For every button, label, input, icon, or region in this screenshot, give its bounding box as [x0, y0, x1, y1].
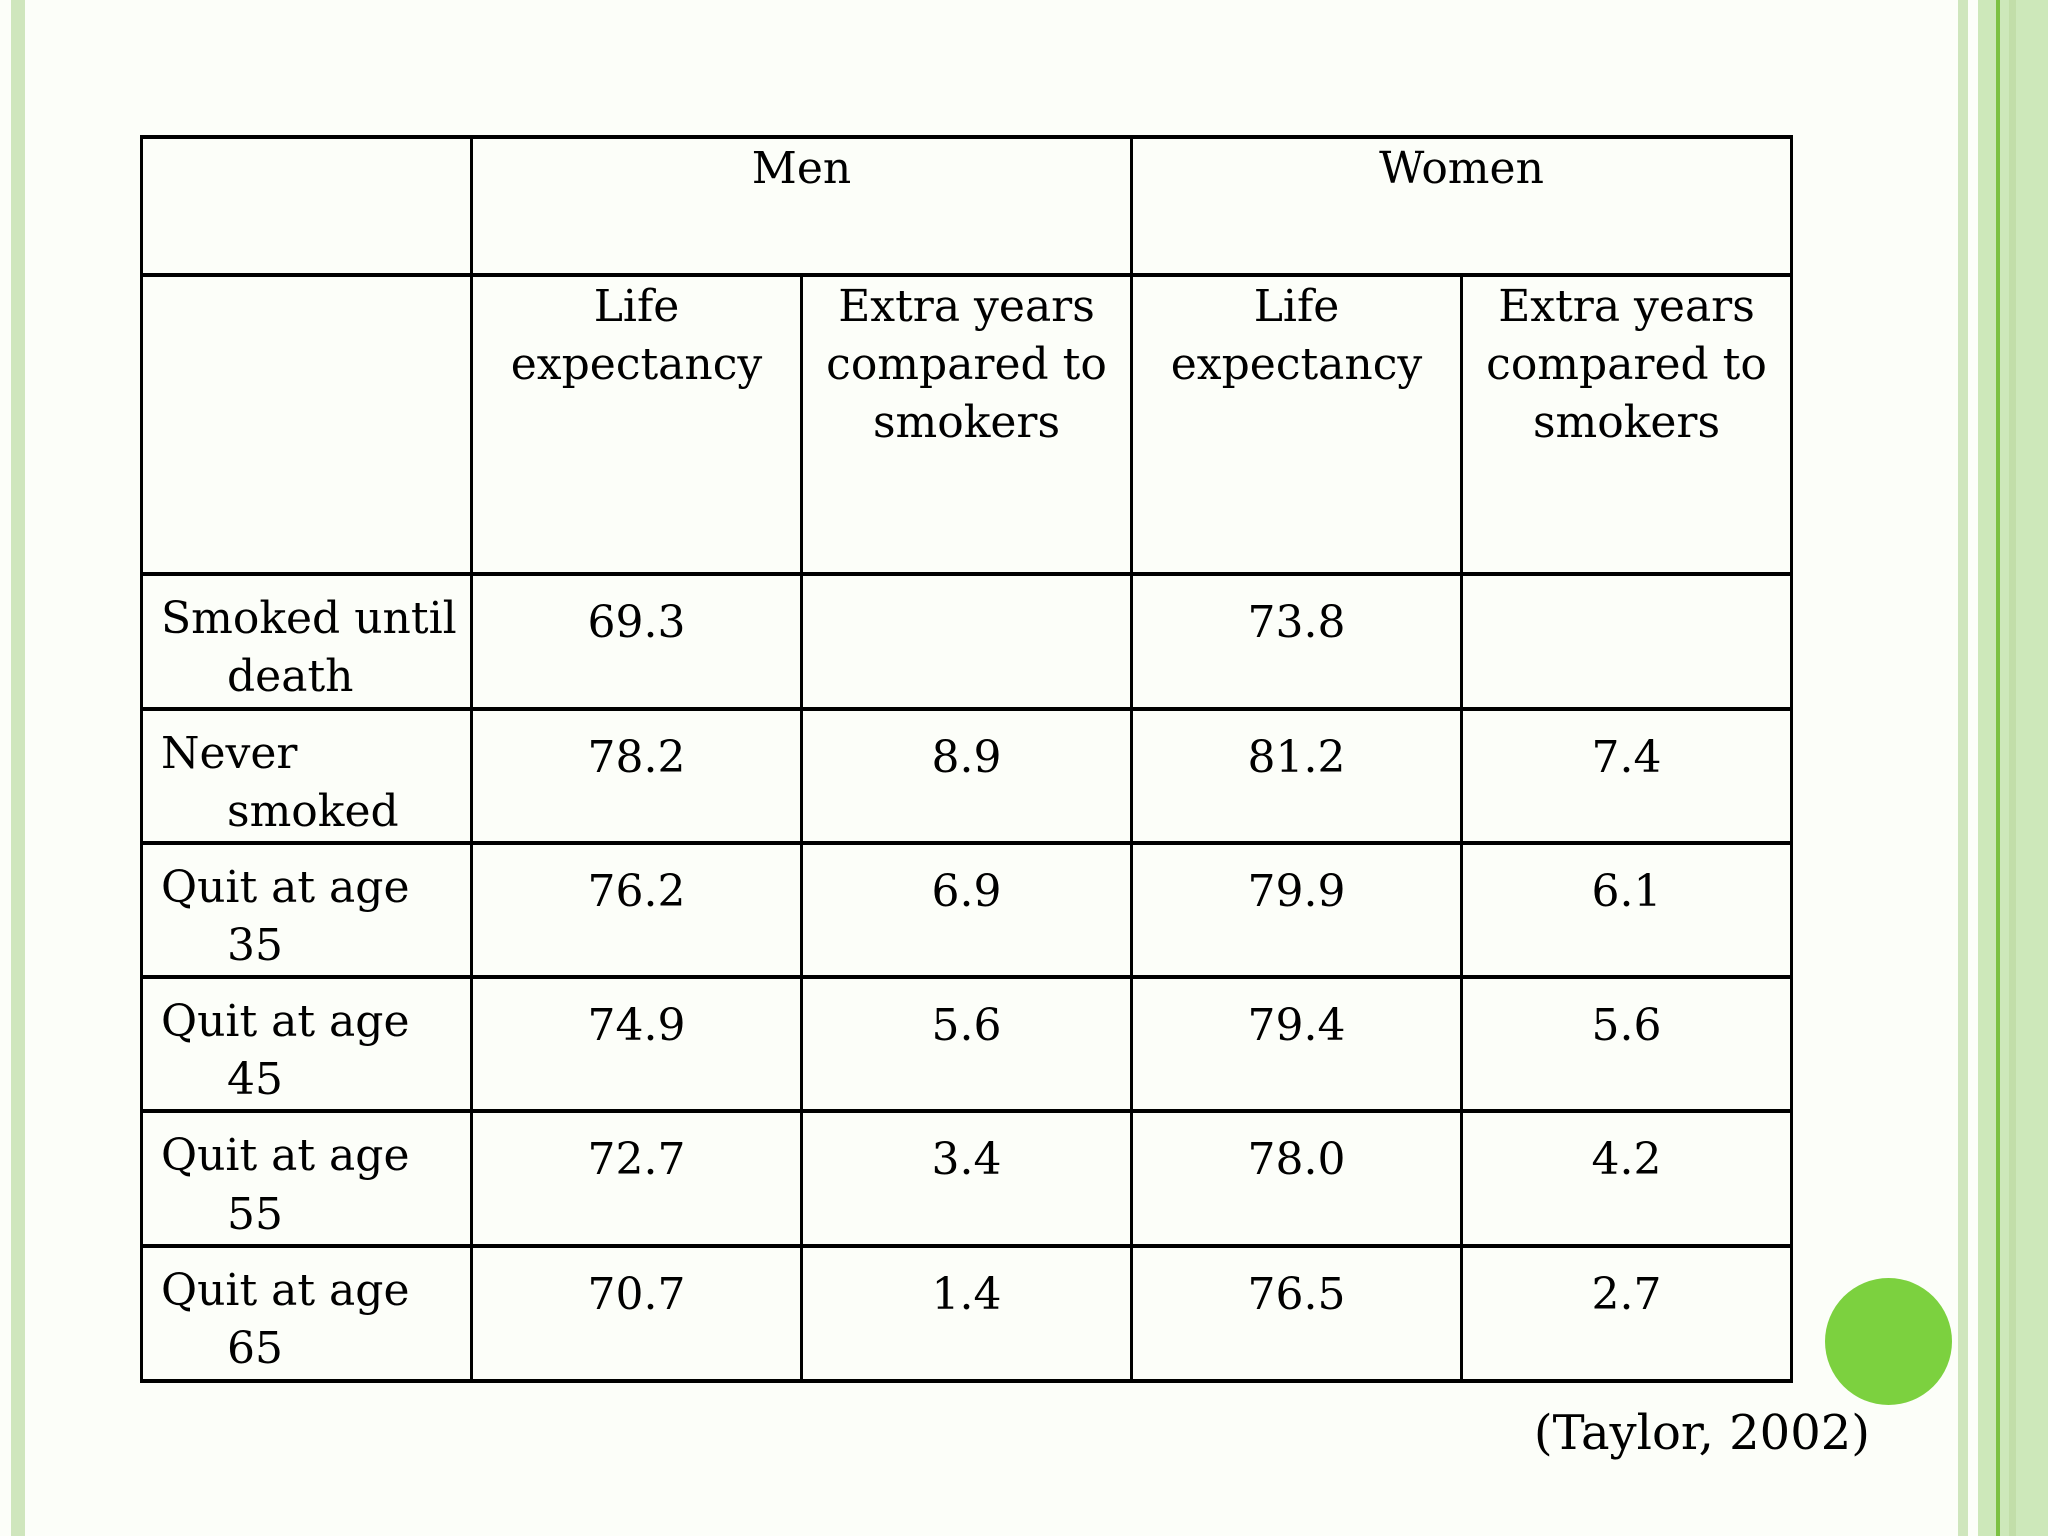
- column-header-men-life-expectancy: Life expectancy: [470, 273, 803, 576]
- row-label: Quit at age 35: [140, 841, 473, 980]
- cell-value: 5.6: [800, 975, 1133, 1114]
- left-edge-stripe: [11, 0, 25, 1536]
- cell-value: 79.9: [1130, 841, 1463, 980]
- group-header-row: Men Women: [140, 135, 1793, 277]
- cell-value: 74.9: [470, 975, 803, 1114]
- row-label: Never smoked: [140, 706, 473, 846]
- cell-value: 78.2: [470, 706, 803, 846]
- column-header-women-extra-years: Extra years compared to smokers: [1460, 273, 1793, 576]
- column-header-row: Life expectancy Extra years compared to …: [140, 273, 1793, 576]
- table-row-quit-45: Quit at age 45 74.9 5.6 79.4 5.6: [140, 975, 1793, 1114]
- cell-value: 79.4: [1130, 975, 1463, 1114]
- column-header-women-life-expectancy: Life expectancy: [1130, 273, 1463, 576]
- column-header-men-extra-years: Extra years compared to smokers: [800, 273, 1133, 576]
- cell-value: 7.4: [1460, 706, 1793, 846]
- cell-value: 6.1: [1460, 841, 1793, 980]
- cell-value: 5.6: [1460, 975, 1793, 1114]
- cell-value: 70.7: [470, 1243, 803, 1383]
- row-label: Quit at age 65: [140, 1243, 473, 1383]
- cell-value: 81.2: [1130, 706, 1463, 846]
- citation-text: (Taylor, 2002): [1533, 1405, 1870, 1461]
- cell-value: 8.9: [800, 706, 1133, 846]
- group-header-men: Men: [470, 135, 1133, 277]
- life-expectancy-table: Men Women Life expectancy Extra years co…: [140, 135, 1793, 1383]
- group-header-women: Women: [1130, 135, 1793, 277]
- row-label: Smoked until death: [140, 572, 473, 711]
- cell-value: 3.4: [800, 1109, 1133, 1248]
- cell-value: 4.2: [1460, 1109, 1793, 1248]
- row-label: Quit at age 55: [140, 1109, 473, 1248]
- table-row-quit-65: Quit at age 65 70.7 1.4 76.5 2.7: [140, 1243, 1793, 1383]
- table-row-quit-35: Quit at age 35 76.2 6.9 79.9 6.1: [140, 841, 1793, 980]
- group-header-blank: [140, 135, 473, 277]
- cell-value: 76.5: [1130, 1243, 1463, 1383]
- cell-value: 2.7: [1460, 1243, 1793, 1383]
- table-row-smoked-until-death: Smoked until death 69.3 73.8: [140, 572, 1793, 711]
- decorative-circle: [1825, 1278, 1952, 1405]
- right-accent-line: [1996, 0, 2000, 1536]
- cell-value: [1460, 572, 1793, 711]
- cell-value: 1.4: [800, 1243, 1133, 1383]
- row-label: Quit at age 45: [140, 975, 473, 1114]
- right-edge-stripe-outer: [1958, 0, 1968, 1536]
- cell-value: 72.7: [470, 1109, 803, 1248]
- table-row-quit-55: Quit at age 55 72.7 3.4 78.0 4.2: [140, 1109, 1793, 1248]
- table-row-never-smoked: Never smoked 78.2 8.9 81.2 7.4: [140, 706, 1793, 846]
- cell-value: 73.8: [1130, 572, 1463, 711]
- right-edge-subband: [2009, 0, 2016, 1536]
- cell-value: 76.2: [470, 841, 803, 980]
- cell-value: 6.9: [800, 841, 1133, 980]
- column-header-blank: [140, 273, 473, 576]
- cell-value: 78.0: [1130, 1109, 1463, 1248]
- cell-value: 69.3: [470, 572, 803, 711]
- cell-value: [800, 572, 1133, 711]
